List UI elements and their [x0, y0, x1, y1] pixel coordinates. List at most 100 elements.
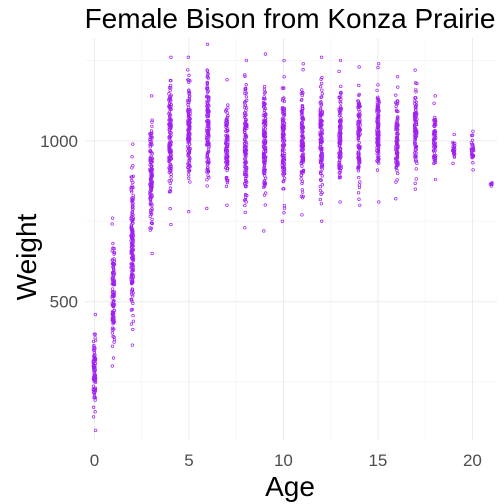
- data-point: [281, 108, 285, 113]
- data-point: [394, 151, 398, 156]
- data-point: [110, 249, 114, 253]
- data-point: [395, 168, 399, 173]
- data-point: [110, 216, 115, 220]
- data-point: [264, 113, 268, 117]
- data-point: [339, 147, 343, 151]
- data-point: [223, 160, 228, 164]
- data-point: [225, 180, 230, 185]
- data-point: [110, 294, 114, 298]
- data-point: [169, 55, 173, 59]
- data-point: [168, 102, 172, 106]
- data-point: [394, 93, 398, 97]
- data-point: [110, 302, 114, 306]
- data-point: [148, 182, 152, 186]
- y-tick-label: 1000: [40, 132, 78, 151]
- data-point: [168, 158, 172, 163]
- data-point: [319, 81, 324, 86]
- data-point: [280, 144, 285, 148]
- data-point: [187, 91, 191, 95]
- data-point: [318, 171, 323, 176]
- data-point: [205, 152, 210, 156]
- data-point: [187, 146, 191, 150]
- data-point: [187, 176, 191, 180]
- data-point: [187, 89, 191, 94]
- data-point: [206, 114, 210, 119]
- data-point: [205, 206, 209, 211]
- data-point: [148, 149, 153, 153]
- data-point: [338, 174, 342, 178]
- data-point: [130, 289, 134, 294]
- data-point: [226, 106, 230, 110]
- data-point: [320, 183, 325, 187]
- data-point: [261, 129, 266, 133]
- data-point: [318, 197, 322, 202]
- data-point: [280, 139, 285, 143]
- data-point: [150, 118, 154, 122]
- data-point: [93, 396, 98, 400]
- data-point: [244, 165, 249, 170]
- data-point: [299, 177, 303, 181]
- data-point: [377, 99, 381, 103]
- x-tick-label: 5: [184, 451, 193, 470]
- data-point: [319, 95, 323, 100]
- data-point: [394, 108, 399, 112]
- data-point: [318, 85, 323, 89]
- data-point: [112, 251, 117, 255]
- data-point: [206, 150, 210, 155]
- data-point: [206, 174, 210, 178]
- data-point: [187, 126, 191, 130]
- data-point: [131, 266, 135, 270]
- data-point: [262, 193, 267, 197]
- data-point: [243, 128, 247, 132]
- data-point: [206, 132, 211, 136]
- data-point: [375, 96, 380, 101]
- data-point: [337, 109, 342, 113]
- data-point: [262, 179, 267, 183]
- data-point: [148, 156, 152, 160]
- data-point: [300, 127, 304, 131]
- data-point: [414, 115, 418, 119]
- data-point: [186, 111, 191, 115]
- data-point: [91, 339, 96, 344]
- data-point: [167, 128, 171, 132]
- data-point: [149, 211, 153, 215]
- data-point: [206, 97, 211, 101]
- grid: [85, 38, 497, 440]
- data-point: [243, 172, 247, 177]
- data-point: [431, 144, 436, 149]
- chart-title: Female Bison from Konza Prairie: [85, 3, 496, 34]
- data-point: [169, 155, 173, 159]
- data-point: [243, 160, 247, 165]
- data-point: [131, 218, 135, 222]
- data-point: [396, 138, 400, 143]
- data-point: [188, 180, 192, 184]
- data-point: [377, 200, 381, 204]
- data-point: [377, 143, 381, 147]
- data-point: [282, 99, 287, 104]
- data-point: [244, 161, 248, 165]
- data-point: [281, 119, 285, 123]
- data-point: [131, 186, 135, 190]
- data-point: [129, 224, 134, 229]
- data-point: [131, 164, 135, 168]
- data-point: [264, 155, 268, 159]
- data-point: [148, 139, 152, 144]
- data-point: [414, 90, 418, 94]
- data-point: [91, 377, 96, 381]
- data-point: [205, 128, 209, 133]
- data-point: [356, 191, 361, 195]
- data-point: [130, 298, 134, 302]
- data-point: [112, 335, 116, 339]
- data-point: [168, 186, 173, 190]
- data-point: [413, 154, 418, 158]
- data-point: [376, 155, 380, 159]
- data-point: [131, 301, 135, 306]
- data-point: [452, 151, 456, 155]
- data-point: [225, 203, 229, 207]
- data-point: [433, 156, 437, 160]
- data-point: [282, 58, 286, 63]
- data-point: [244, 95, 249, 99]
- data-point: [130, 227, 135, 231]
- data-point: [243, 91, 247, 96]
- data-point: [376, 65, 380, 70]
